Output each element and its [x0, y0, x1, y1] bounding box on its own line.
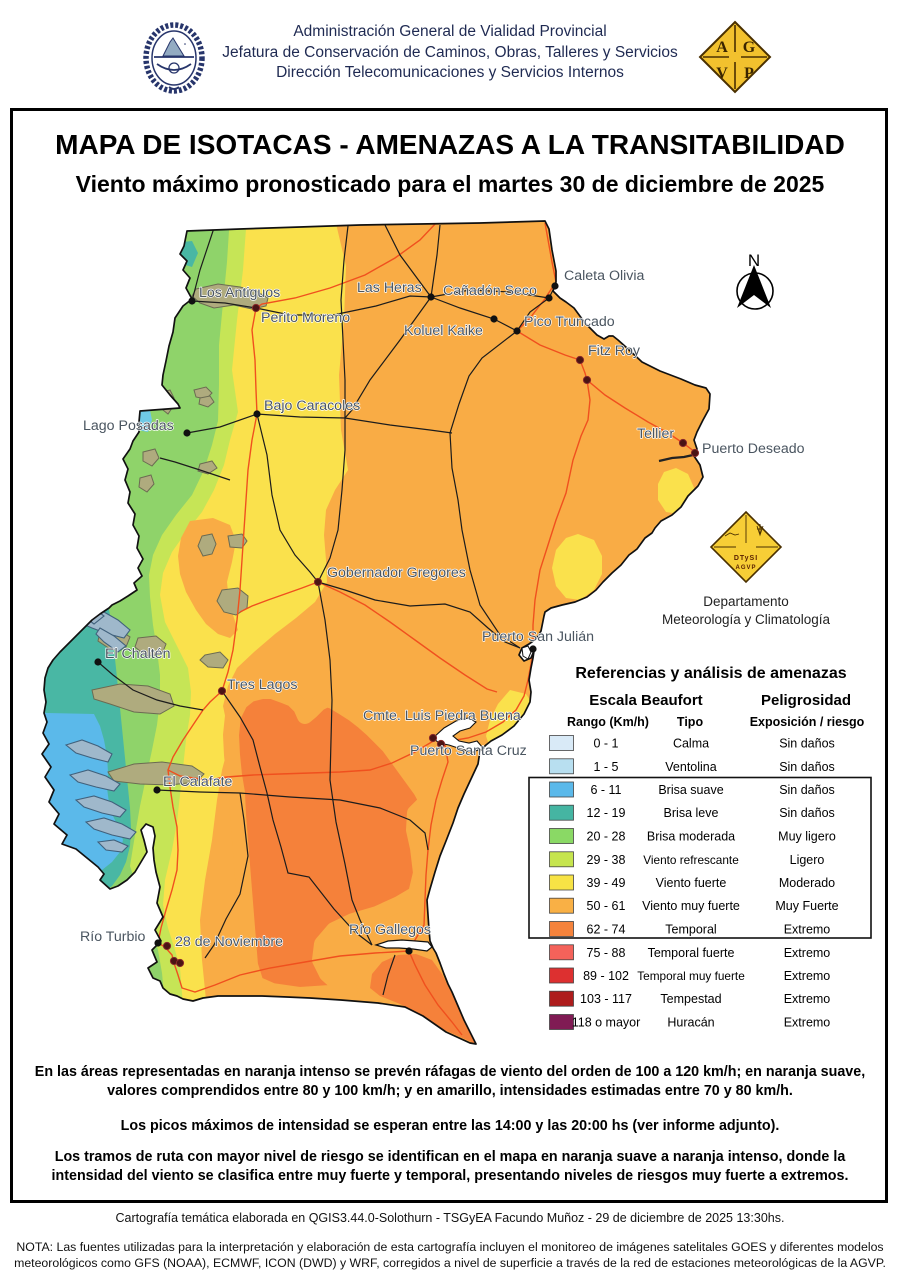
svg-text:Extremo: Extremo	[784, 992, 831, 1006]
svg-text:Cañadón Seco: Cañadón Seco	[443, 283, 537, 299]
svg-text:Caleta Olivia: Caleta Olivia	[564, 268, 645, 284]
svg-text:Escala Beaufort: Escala Beaufort	[589, 692, 702, 709]
svg-text:Koluel Kaike: Koluel Kaike	[404, 323, 483, 339]
svg-text:Huracán: Huracán	[667, 1016, 714, 1030]
svg-text:Ventolina: Ventolina	[665, 760, 716, 774]
svg-text:20 - 28: 20 - 28	[587, 830, 626, 844]
svg-text:Los Antiguos: Los Antiguos	[199, 285, 280, 301]
svg-text:Ligero: Ligero	[790, 853, 825, 867]
svg-text:V: V	[716, 65, 728, 82]
svg-text:Perito Moreno: Perito Moreno	[261, 310, 350, 326]
svg-text:Tempestad: Tempestad	[660, 992, 721, 1006]
svg-text:89 - 102: 89 - 102	[583, 969, 629, 983]
svg-text:12 - 19: 12 - 19	[587, 806, 626, 820]
svg-text:Meteorología y Climatología: Meteorología y Climatología	[662, 612, 831, 627]
svg-text:28 de Noviembre: 28 de Noviembre	[175, 934, 283, 950]
svg-text:Brisa leve: Brisa leve	[664, 806, 719, 820]
svg-text:Muy Fuerte: Muy Fuerte	[775, 899, 838, 913]
svg-text:Fitz Roy: Fitz Roy	[588, 343, 641, 359]
svg-text:El Calafate: El Calafate	[163, 774, 233, 790]
svg-text:Río Gallegos: Río Gallegos	[349, 922, 431, 938]
svg-text:Sin daños: Sin daños	[779, 760, 835, 774]
svg-text:Lago Posadas: Lago Posadas	[83, 418, 174, 434]
svg-text:Extremo: Extremo	[784, 1016, 831, 1030]
svg-text:Calma: Calma	[673, 737, 709, 751]
svg-text:Muy ligero: Muy ligero	[778, 830, 836, 844]
svg-text:39 - 49: 39 - 49	[587, 876, 626, 890]
svg-text:AGVP: AGVP	[735, 565, 756, 571]
svg-text:50 - 61: 50 - 61	[587, 899, 626, 913]
svg-text:Puerto Santa Cruz: Puerto Santa Cruz	[410, 743, 527, 759]
svg-text:Puerto San Julián: Puerto San Julián	[482, 629, 594, 645]
svg-text:Sin daños: Sin daños	[779, 783, 835, 797]
svg-text:Gobernador Gregores: Gobernador Gregores	[327, 565, 466, 581]
svg-text:Peligrosidad: Peligrosidad	[761, 692, 851, 709]
svg-text:Brisa moderada: Brisa moderada	[647, 830, 735, 844]
svg-text:62 - 74: 62 - 74	[587, 923, 626, 937]
svg-text:Referencias y análisis de amen: Referencias y análisis de amenazas	[575, 665, 846, 682]
svg-text:29 - 38: 29 - 38	[587, 853, 626, 867]
svg-text:Tipo: Tipo	[677, 715, 704, 729]
svg-text:75 - 88: 75 - 88	[587, 946, 626, 960]
svg-text:Moderado: Moderado	[779, 876, 835, 890]
svg-text:Temporal: Temporal	[665, 923, 716, 937]
svg-text:Puerto Deseado: Puerto Deseado	[702, 441, 805, 457]
svg-text:Sin daños: Sin daños	[779, 806, 835, 820]
svg-text:Pico Truncado: Pico Truncado	[524, 314, 615, 330]
svg-text:P: P	[744, 65, 754, 82]
svg-text:Rango (Km/h): Rango (Km/h)	[567, 715, 649, 729]
svg-text:Río Turbio: Río Turbio	[80, 929, 146, 945]
svg-text:G: G	[743, 39, 756, 56]
svg-text:Temporal fuerte: Temporal fuerte	[648, 946, 735, 960]
svg-text:Departamento: Departamento	[703, 594, 789, 609]
svg-text:Tres Lagos: Tres Lagos	[227, 677, 297, 693]
svg-text:Viento refrescante: Viento refrescante	[643, 853, 739, 867]
svg-text:DTySI: DTySI	[734, 555, 758, 562]
svg-text:103 - 117: 103 - 117	[580, 992, 632, 1006]
svg-text:1 - 5: 1 - 5	[593, 760, 618, 774]
svg-text:El Chaltén: El Chaltén	[105, 646, 170, 662]
svg-text:Las Heras: Las Heras	[357, 280, 422, 296]
svg-text:Sin daños: Sin daños	[779, 737, 835, 751]
svg-text:Cmte. Luis Piedra Buena: Cmte. Luis Piedra Buena	[363, 708, 521, 724]
svg-text:Viento muy fuerte: Viento muy fuerte	[642, 899, 740, 913]
svg-text:Exposición / riesgo: Exposición / riesgo	[750, 715, 865, 729]
svg-text:Brisa suave: Brisa suave	[658, 783, 723, 797]
svg-text:0 - 1: 0 - 1	[593, 737, 618, 751]
svg-text:N: N	[748, 251, 760, 270]
svg-text:Temporal muy fuerte: Temporal muy fuerte	[637, 969, 745, 983]
svg-text:Extremo: Extremo	[784, 969, 831, 983]
svg-text:Bajo Caracoles: Bajo Caracoles	[264, 398, 360, 414]
svg-text:Viento fuerte: Viento fuerte	[656, 876, 727, 890]
svg-text:Extremo: Extremo	[784, 923, 831, 937]
svg-text:Extremo: Extremo	[784, 946, 831, 960]
svg-text:Tellier: Tellier	[637, 426, 674, 442]
svg-text:118 o mayor: 118 o mayor	[572, 1016, 641, 1030]
svg-text:6 - 11: 6 - 11	[590, 783, 621, 797]
svg-text:A: A	[716, 39, 728, 56]
